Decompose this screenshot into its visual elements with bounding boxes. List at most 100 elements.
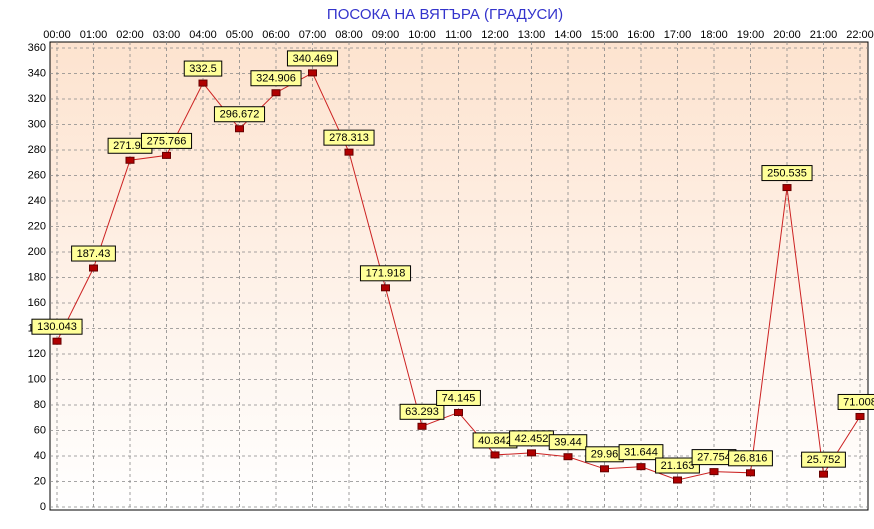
x-tick-label: 08:00 [335,29,363,41]
x-tick-label: 00:00 [43,29,71,41]
x-tick-label: 21:00 [810,29,838,41]
x-tick-label: 19:00 [737,29,765,41]
y-tick-label: 180 [28,271,46,283]
data-label: 171.918 [366,268,406,280]
data-label: 296.672 [220,109,260,121]
y-tick-label: 100 [28,373,46,385]
data-label: 21.163 [661,460,695,472]
point-marker [709,468,719,476]
y-tick-label: 260 [28,169,46,181]
data-label: 250.535 [767,167,807,179]
data-label: 187.43 [77,248,111,260]
plot-area [49,41,869,511]
x-tick-label: 05:00 [226,29,254,41]
point-marker [198,79,208,87]
x-tick-label: 20:00 [773,29,801,41]
data-label-box [655,457,700,474]
data-label: 27.754 [697,452,731,464]
point-marker [89,264,98,272]
data-label-box [399,403,445,420]
data-label: 25.752 [807,454,841,466]
x-tick-label: 22:00 [846,29,874,41]
data-label: 340.469 [293,53,333,65]
y-tick-label: 340 [28,67,46,79]
y-tick-label: 320 [28,93,46,105]
data-label-box [761,165,813,182]
data-label: 278.313 [329,132,369,144]
point-marker [308,69,317,77]
point-marker [819,470,828,478]
data-label-box [140,132,193,149]
data-label: 26.816 [734,453,768,465]
data-label: 29.96 [591,449,619,461]
data-label-box [548,434,588,451]
x-tick-label: 14:00 [554,29,582,41]
x-tick-label: 02:00 [116,29,144,41]
chart-title: ПОСОКА НА ВЯТЪРА (ГРАДУСИ) [327,6,563,23]
point-marker [162,151,171,159]
data-label-box [71,245,116,262]
data-label: 71.008 [843,396,874,408]
x-tick-label: 04:00 [189,29,217,41]
y-tick-label: 0 [40,501,46,513]
data-label-box [286,50,339,67]
x-tick-label: 03:00 [153,29,181,41]
y-tick-label: 220 [28,220,46,232]
x-tick-label: 15:00 [591,29,619,41]
point-marker [235,125,244,133]
x-tick-label: 09:00 [372,29,400,41]
x-tick-label: 13:00 [518,29,546,41]
x-tick-label: 18:00 [700,29,728,41]
y-tick-label: 120 [28,348,46,360]
point-marker [563,453,573,461]
y-tick-label: 300 [28,118,46,130]
x-tick-label: 17:00 [664,29,692,41]
x-tick-label: 01:00 [80,29,108,41]
data-label: 39.44 [554,437,582,449]
data-label: 63.293 [405,406,439,418]
y-tick-label: 60 [34,424,46,436]
y-tick-label: 360 [28,42,46,54]
point-marker [490,451,500,459]
x-tick-label: 07:00 [299,29,327,41]
data-label: 271.95 [113,140,147,152]
point-marker [344,148,354,156]
data-label-box [250,70,302,87]
data-label: 40.842 [478,435,512,447]
point-marker [454,408,463,416]
data-label-box [728,450,773,467]
data-label-box [213,106,266,123]
x-tick-label: 12:00 [481,29,509,41]
point-marker [746,469,755,477]
x-tick-label: 16:00 [627,29,655,41]
x-tick-label: 06:00 [262,29,290,41]
data-label: 74.145 [442,392,476,404]
point-marker [125,156,135,164]
x-tick-label: 11:00 [445,29,472,41]
data-label: 130.043 [37,321,77,333]
y-tick-label: 80 [34,399,46,411]
y-tick-label: 240 [28,195,46,207]
y-tick-label: 280 [28,144,46,156]
point-marker [673,476,682,484]
data-label-box [183,60,223,77]
data-label: 275.766 [147,135,187,147]
point-marker [782,184,792,192]
data-label-box [359,265,412,282]
y-tick-label: 40 [34,450,46,462]
data-label-box [618,444,664,461]
point-marker [600,465,609,473]
x-tick-label: 10:00 [408,29,436,41]
data-label-box [323,129,375,146]
point-marker [271,89,281,97]
point-marker [417,422,427,430]
y-tick-label: 20 [34,475,46,487]
data-label: 31.644 [624,447,658,459]
data-label-box [436,389,481,406]
data-label: 332.5 [189,63,217,75]
data-label: 324.906 [256,73,296,85]
point-marker [855,412,865,420]
point-marker [381,284,390,292]
data-label: 42.452 [515,433,549,445]
